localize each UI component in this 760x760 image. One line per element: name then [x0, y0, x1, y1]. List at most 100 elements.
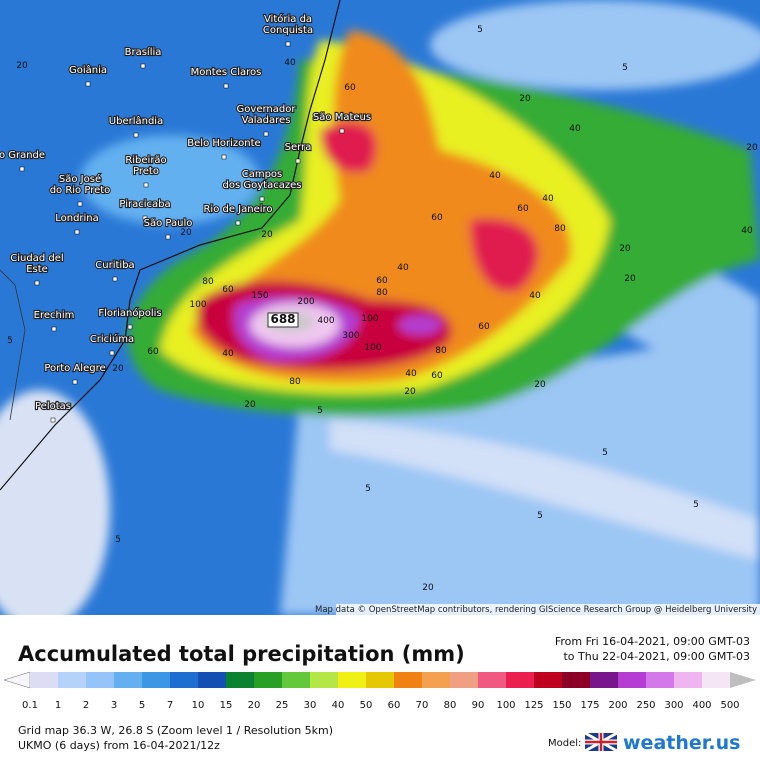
legend-tick-label: 5 [139, 700, 145, 711]
legend-tick-label: 100 [496, 700, 515, 711]
city-marker [51, 326, 57, 332]
legend-tick-label: 300 [664, 700, 683, 711]
city-label: Rio de Janeiro [203, 204, 272, 215]
contour-label: 5 [365, 484, 371, 494]
city-label: Goiânia [69, 64, 107, 76]
contour-label: 60 [517, 204, 529, 214]
contour-label: 20 [519, 94, 531, 104]
city-label: Montes Claros [191, 67, 262, 78]
contour-label: 5 [602, 448, 608, 458]
legend-swatch [58, 672, 87, 688]
city-label: Londrina [55, 213, 99, 224]
city-label: Erechim [34, 310, 75, 321]
legend-title: Accumulated total precipitation (mm) [18, 642, 465, 666]
city-label: Uberlândia [109, 115, 163, 127]
contour-label: 20 [534, 380, 546, 390]
city-label: Ribeirão [125, 155, 166, 166]
contour-label: 60 [478, 322, 490, 332]
city-label: Preto [133, 166, 159, 177]
city-marker [142, 215, 148, 221]
city-marker [339, 128, 345, 134]
city-label: Belo Horizonte [187, 138, 260, 149]
legend-swatch [366, 672, 395, 688]
max-box [267, 312, 299, 328]
city-label: Campos [242, 169, 283, 180]
legend-tick-label: 7 [167, 700, 173, 711]
city-label: Serra [285, 142, 312, 153]
contour-label: 20 [422, 583, 434, 593]
contour-label: 80 [554, 224, 566, 234]
legend-tick-label: 70 [416, 700, 429, 711]
city-marker [50, 417, 56, 423]
city-label: Ciudad del [10, 253, 63, 264]
contour-label: 20 [244, 400, 256, 410]
legend-tick-label: 0.1 [22, 700, 38, 711]
city-label: São José [59, 173, 101, 185]
contour-label: 40 [284, 58, 296, 68]
legend-tick-label: 60 [388, 700, 401, 711]
city-label: Curitiba [95, 260, 134, 271]
legend-tick-label: 10 [192, 700, 205, 711]
city-label: Porto Alegre [44, 363, 105, 374]
city-marker [72, 379, 78, 385]
contour-label: 60 [222, 285, 234, 295]
contour-label: 5 [693, 500, 699, 510]
city-label: Valadares [242, 115, 291, 126]
city-label: Brasília [125, 46, 162, 58]
contour-label: 300 [342, 331, 359, 341]
legend-tick-label: 125 [524, 700, 543, 711]
legend-swatch [254, 672, 283, 688]
legend-swatch [170, 672, 199, 688]
legend-tick-label: 50 [360, 700, 373, 711]
legend-swatch [702, 672, 731, 688]
city-label: Criciúma [90, 333, 134, 345]
legend-tick-label: 25 [276, 700, 289, 711]
city-label: dos Goytacazes [223, 180, 302, 191]
contour-label: 80 [376, 288, 388, 298]
legend-tick-label: 40 [332, 700, 345, 711]
legend-swatch [198, 672, 227, 688]
contour-label: 80 [289, 377, 301, 387]
city-label: do Rio Preto [50, 185, 111, 196]
contour-label: 5 [115, 535, 121, 545]
contour-label: 60 [344, 83, 356, 93]
contour-label: 5 [7, 336, 13, 346]
contour-label: 20 [180, 228, 192, 238]
legend-tick-label: 400 [692, 700, 711, 711]
legend-swatch [422, 672, 451, 688]
flag [584, 731, 618, 753]
contour-label: 40 [542, 194, 554, 204]
legend-swatch [646, 672, 675, 688]
legend-swatch [618, 672, 647, 688]
below-arrow [3, 671, 31, 689]
legend-swatch [478, 672, 507, 688]
city-label: Conquista [263, 25, 313, 36]
city-marker [285, 41, 291, 47]
legend-swatch [30, 672, 59, 688]
city-marker [263, 131, 269, 137]
contour-label: 20 [404, 387, 416, 397]
contour-label: 5 [537, 511, 543, 521]
city-marker [112, 276, 118, 282]
period-from: From Fri 16-04-2021, 09:00 GMT-03 [555, 635, 750, 648]
contour-label: 20 [16, 61, 28, 71]
city-label: Pelotas [35, 401, 71, 412]
contour-label: 20 [746, 143, 758, 153]
legend-swatch [338, 672, 367, 688]
legend-tick-label: 3 [111, 700, 117, 711]
legend-swatch [590, 672, 619, 688]
city-marker [143, 182, 149, 188]
legend-tick-label: 90 [472, 700, 485, 711]
contour-label: 80 [202, 277, 214, 287]
city-label: o Grande [0, 150, 45, 161]
contour-label: 20 [619, 244, 631, 254]
legend-swatch [282, 672, 311, 688]
legend-swatch [674, 672, 703, 688]
legend-tick-label: 30 [304, 700, 317, 711]
contour-label: 40 [741, 226, 753, 236]
contour-label: 100 [189, 300, 206, 310]
legend-tick-label: 175 [580, 700, 599, 711]
contour-label: 200 [297, 297, 314, 307]
